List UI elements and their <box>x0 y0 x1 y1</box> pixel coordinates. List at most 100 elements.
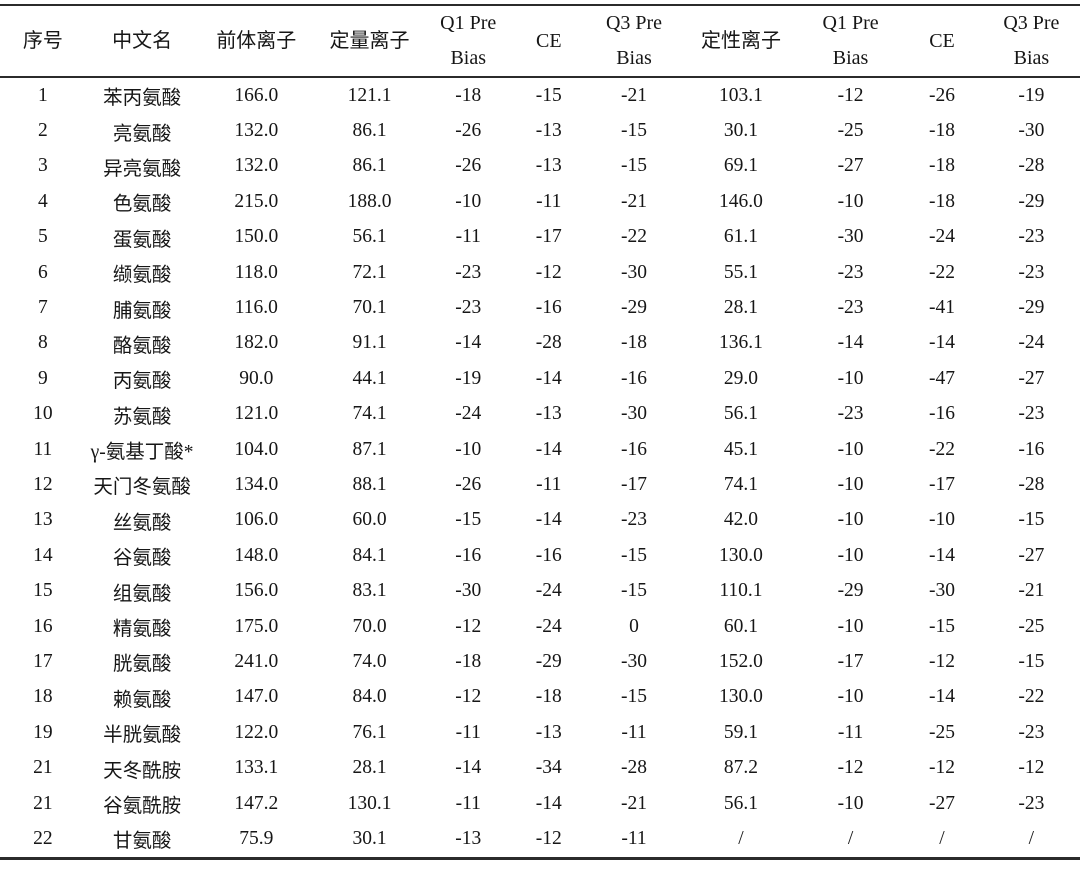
table-row: 22 甘氨酸 75.9 30.1 -13 -12 -11 / / / / <box>0 821 1080 858</box>
cell-precursor_ion: 104.0 <box>234 438 279 460</box>
cell-q3_pre_bias_2: -22 <box>1018 686 1045 708</box>
cell-qual_ion: 146.0 <box>719 190 763 212</box>
cell-precursor_ion: 134.0 <box>234 473 279 495</box>
cell-ce_2: -17 <box>928 473 955 495</box>
cell-q3_pre_bias_1: 0 <box>629 615 639 637</box>
cell-quant_ion: 83.1 <box>352 580 387 602</box>
cell-index: 5 <box>37 226 48 248</box>
cell-precursor_ion: 147.2 <box>234 792 279 814</box>
cell-ce_2: -15 <box>928 615 955 637</box>
cell-ce_1: -17 <box>535 226 562 248</box>
cell-index: 1 <box>37 84 48 106</box>
cell-index: 18 <box>33 686 53 708</box>
cell-q3_pre_bias_1: -28 <box>621 757 647 779</box>
cell-ce_1: -11 <box>536 473 562 495</box>
cell-qual_ion: 55.1 <box>723 261 759 283</box>
cell-q3_pre_bias_2: -15 <box>1018 650 1045 672</box>
cell-qual_ion: 30.1 <box>723 120 759 142</box>
cell-index: 4 <box>37 190 48 212</box>
cell-q1_pre_bias_1: -24 <box>455 403 482 425</box>
cell-chinese_name: 脯氨酸 <box>112 300 172 322</box>
cell-chinese_name: 天门冬氨酸 <box>93 477 191 499</box>
cell-q1_pre_bias_2: -17 <box>837 650 864 672</box>
cell-ce_2: -41 <box>928 297 955 319</box>
cell-ce_2: -14 <box>928 686 955 708</box>
cell-ce_1: -34 <box>535 757 562 779</box>
cell-index: 13 <box>33 509 53 531</box>
cell-quant_ion: 87.1 <box>352 438 387 460</box>
cell-q1_pre_bias_2: -23 <box>837 261 864 283</box>
cell-chinese_name: 组氨酸 <box>112 583 172 605</box>
cell-precursor_ion: 118.0 <box>234 261 278 283</box>
cell-q1_pre_bias_1: -26 <box>455 473 482 495</box>
column-header-precursor_ion: 前体离子 <box>216 29 297 52</box>
table-row: 16 精氨酸 175.0 70.0 -12 -24 0 60.1 -10 -15 -25 <box>0 609 1080 644</box>
cell-q3_pre_bias_1: -22 <box>621 226 647 248</box>
cell-q1_pre_bias_2: -12 <box>837 84 864 106</box>
cell-q1_pre_bias_2: -11 <box>837 721 864 743</box>
table-row: 15 组氨酸 156.0 83.1 -30 -24 -15 110.1 -29 -30 -21 <box>0 573 1080 608</box>
cell-qual_ion: 136.1 <box>719 332 763 354</box>
table-row: 21 天冬酰胺 133.1 28.1 -14 -34 -28 87.2 -12 -12 -12 <box>0 750 1080 785</box>
cell-chinese_name: 精氨酸 <box>112 619 172 641</box>
column-header-quant_ion: 定量离子 <box>329 29 410 52</box>
cell-index: 2 <box>37 120 48 142</box>
cell-quant_ion: 74.1 <box>352 403 387 425</box>
cell-ce_1: -14 <box>535 438 562 460</box>
cell-q3_pre_bias_1: -17 <box>621 473 647 495</box>
cell-quant_ion: 86.1 <box>352 120 387 142</box>
cell-ce_2: -47 <box>928 367 955 389</box>
cell-ce_2: -22 <box>928 261 955 283</box>
cell-quant_ion: 130.1 <box>347 792 392 814</box>
table-row: 2 亮氨酸 132.0 86.1 -26 -13 -15 30.1 -25 -18 -30 <box>0 113 1080 148</box>
cell-qual_ion: 42.0 <box>723 509 759 531</box>
cell-ce_1: -13 <box>535 721 562 743</box>
cell-index: 16 <box>33 615 53 637</box>
cell-ce_1: -12 <box>535 827 562 849</box>
table-row: 6 缬氨酸 118.0 72.1 -23 -12 -30 55.1 -23 -22 -23 <box>0 255 1080 290</box>
cell-index: 3 <box>37 155 48 177</box>
cell-qual_ion: 28.1 <box>723 297 759 319</box>
cell-q3_pre_bias_2: -21 <box>1018 580 1045 602</box>
cell-q3_pre_bias_2: -30 <box>1018 120 1045 142</box>
cell-ce_1: -12 <box>535 261 562 283</box>
cell-q3_pre_bias_1: -16 <box>621 438 647 460</box>
cell-q1_pre_bias_1: -13 <box>455 827 482 849</box>
column-header-chinese_name: 中文名 <box>112 29 173 52</box>
cell-qual_ion: 29.0 <box>723 367 759 389</box>
cell-chinese_name: 酪氨酸 <box>112 335 172 357</box>
cell-qual_ion: 61.1 <box>723 226 759 248</box>
cell-qual_ion: 152.0 <box>719 650 763 672</box>
cell-quant_ion: 188.0 <box>347 190 392 212</box>
column-header-ce_2: CE <box>929 29 955 52</box>
cell-ce_2: -10 <box>928 509 955 531</box>
cell-ce_1: -16 <box>535 544 562 566</box>
cell-precursor_ion: 175.0 <box>234 615 279 637</box>
cell-q1_pre_bias_1: -19 <box>455 367 482 389</box>
mrm-parameters-table: 序号 中文名 前体离子 定量离子 Q1 Pre Bias CE Q3 Pre Bias 定性离… <box>0 4 1080 860</box>
cell-precursor_ion: 182.0 <box>234 332 279 354</box>
table-row: 8 酪氨酸 182.0 91.1 -14 -28 -18 136.1 -14 -14 -24 <box>0 326 1080 361</box>
cell-q1_pre_bias_1: -14 <box>455 332 482 354</box>
cell-ce_1: -13 <box>535 155 562 177</box>
column-header-qual_ion: 定性离子 <box>700 29 781 52</box>
cell-chinese_name: 甘氨酸 <box>112 831 172 853</box>
cell-q1_pre_bias_1: -26 <box>455 120 482 142</box>
cell-index: 8 <box>37 332 48 354</box>
cell-precursor_ion: 166.0 <box>234 84 279 106</box>
cell-q1_pre_bias_2: -10 <box>837 792 864 814</box>
cell-q1_pre_bias_1: -16 <box>455 544 482 566</box>
cell-q3_pre_bias_2: -23 <box>1018 403 1045 425</box>
column-header-ce_1: CE <box>536 29 562 52</box>
cell-q3_pre_bias_2: / <box>1028 827 1035 849</box>
cell-qual_ion: 56.1 <box>723 403 759 425</box>
cell-quant_ion: 44.1 <box>352 367 387 389</box>
cell-index: 7 <box>37 297 48 319</box>
cell-quant_ion: 84.0 <box>352 686 387 708</box>
cell-ce_1: -13 <box>535 120 562 142</box>
cell-q1_pre_bias_1: -11 <box>455 226 481 248</box>
cell-q1_pre_bias_2: -14 <box>837 332 864 354</box>
cell-q1_pre_bias_2: -10 <box>837 438 864 460</box>
cell-index: 12 <box>33 473 53 495</box>
cell-ce_2: -12 <box>928 757 955 779</box>
